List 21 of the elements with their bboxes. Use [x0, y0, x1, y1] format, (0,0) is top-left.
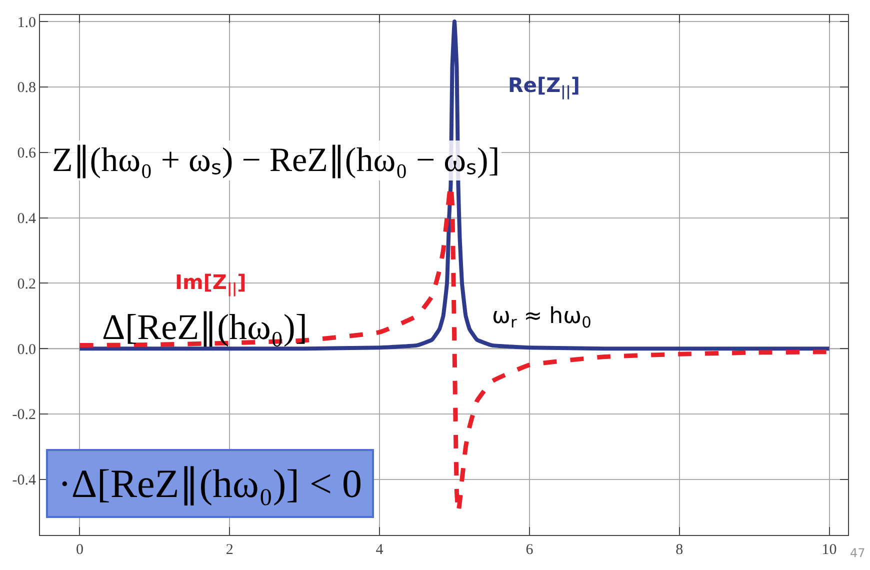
- y-tick-label: 0.4: [17, 211, 36, 228]
- x-tick-label: 4: [376, 542, 384, 558]
- annotation: ·Δ[ReZ∥(hω₀)] < 0: [58, 461, 362, 506]
- text: Im[Z$_{||}$]: [175, 270, 246, 298]
- x-tick-label: 6: [526, 542, 534, 558]
- annotation: ω$_{r}$ ≈ hω$_{0}$: [492, 304, 592, 332]
- x-tick-label: 10: [822, 542, 837, 558]
- x-tick-label: 8: [676, 542, 684, 558]
- x-tick-label: 2: [226, 542, 234, 558]
- y-tick-label: -0.4: [12, 472, 36, 489]
- x-tick-label: 0: [76, 542, 84, 558]
- y-tick-label: 0.6: [17, 146, 36, 162]
- annotation: Δ[ReZ∥(hω₀)]: [102, 307, 308, 347]
- y-tick-label: -0.2: [12, 407, 36, 424]
- text: 47: [850, 546, 866, 560]
- y-tick-label: 0.2: [17, 276, 36, 292]
- y-tick-label: 0.8: [17, 80, 36, 96]
- text: Re[Z$_{||}$]: [508, 73, 580, 100]
- annotation: Z∥(hω₀ + ωₛ) − ReZ∥(hω₀ − ωₛ)]: [52, 142, 500, 179]
- y-tick-label: 0.0: [17, 342, 36, 358]
- y-tick-label: 1.0: [17, 14, 36, 31]
